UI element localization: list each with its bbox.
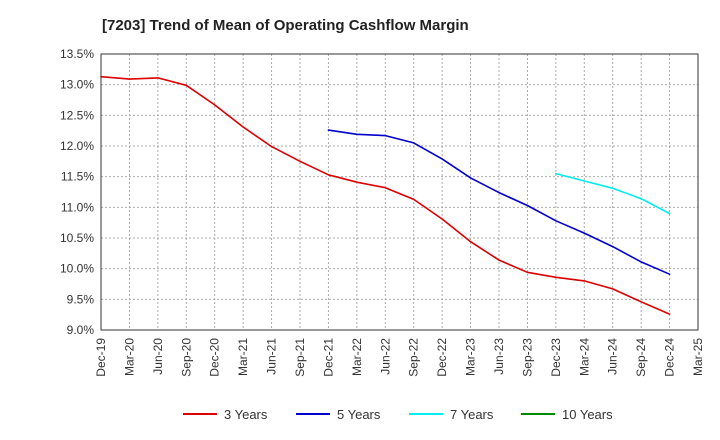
y-tick-label: 12.0% <box>60 139 94 153</box>
x-tick-label: Dec-19 <box>94 338 108 377</box>
x-tick-label: Dec-24 <box>663 338 677 377</box>
x-tick-label: Dec-20 <box>208 338 222 377</box>
legend-label-5-years: 5 Years <box>337 407 381 422</box>
series-line-3-years <box>100 75 671 315</box>
x-tick-label: Jun-24 <box>606 338 620 375</box>
y-tick-label: 10.0% <box>60 262 94 276</box>
y-axis: 9.0% 9.5% 10.0% 10.5% 11.0% 11.5% 12.0% 12.5% 13… <box>60 47 94 337</box>
x-tick-label: Mar-25 <box>691 338 705 376</box>
grid <box>100 53 699 331</box>
x-tick-label: Dec-22 <box>435 338 449 377</box>
plot-area <box>100 53 699 331</box>
y-tick-label: 11.0% <box>61 200 94 214</box>
x-tick-label: Dec-23 <box>549 338 563 377</box>
y-tick-label: 10.5% <box>60 231 94 245</box>
x-tick-label: Mar-23 <box>464 338 478 376</box>
x-tick-label: Sep-24 <box>634 338 648 377</box>
x-tick-label: Jun-23 <box>492 338 506 375</box>
x-axis: Dec-19 Mar-20 Jun-20 Sep-20 Dec-20 Mar-21 Jun-… <box>94 338 705 377</box>
y-tick-label: 13.0% <box>60 78 94 92</box>
x-tick-label: Mar-21 <box>236 338 250 376</box>
legend-label-10-years: 10 Years <box>562 407 613 422</box>
series-line-7-years <box>555 172 671 215</box>
x-tick-label: Sep-20 <box>179 338 193 377</box>
x-tick-label: Jun-20 <box>151 338 165 375</box>
legend-label-3-years: 3 Years <box>224 407 268 422</box>
x-tick-label: Mar-24 <box>577 338 591 376</box>
series-line-5-years <box>327 129 671 276</box>
x-tick-label: Jun-22 <box>378 338 392 375</box>
chart-title: [7203] Trend of Mean of Operating Cashfl… <box>102 17 469 34</box>
y-tick-label: 11.5% <box>61 170 94 184</box>
y-tick-label: 12.5% <box>60 108 94 122</box>
x-tick-label: Jun-21 <box>265 338 279 375</box>
x-tick-label: Sep-23 <box>520 338 534 377</box>
x-tick-label: Mar-22 <box>350 338 364 376</box>
legend-label-7-years: 7 Years <box>450 407 494 422</box>
series-lines <box>100 75 671 315</box>
y-tick-label: 9.0% <box>67 323 95 337</box>
x-tick-label: Sep-22 <box>407 338 421 377</box>
y-tick-label: 13.5% <box>60 47 94 61</box>
y-tick-label: 9.5% <box>67 292 95 306</box>
x-tick-label: Mar-20 <box>122 338 136 376</box>
legend: 3 Years 5 Years 7 Years 10 Years <box>183 407 613 422</box>
x-tick-label: Sep-21 <box>293 338 307 377</box>
x-tick-label: Dec-21 <box>321 338 335 377</box>
